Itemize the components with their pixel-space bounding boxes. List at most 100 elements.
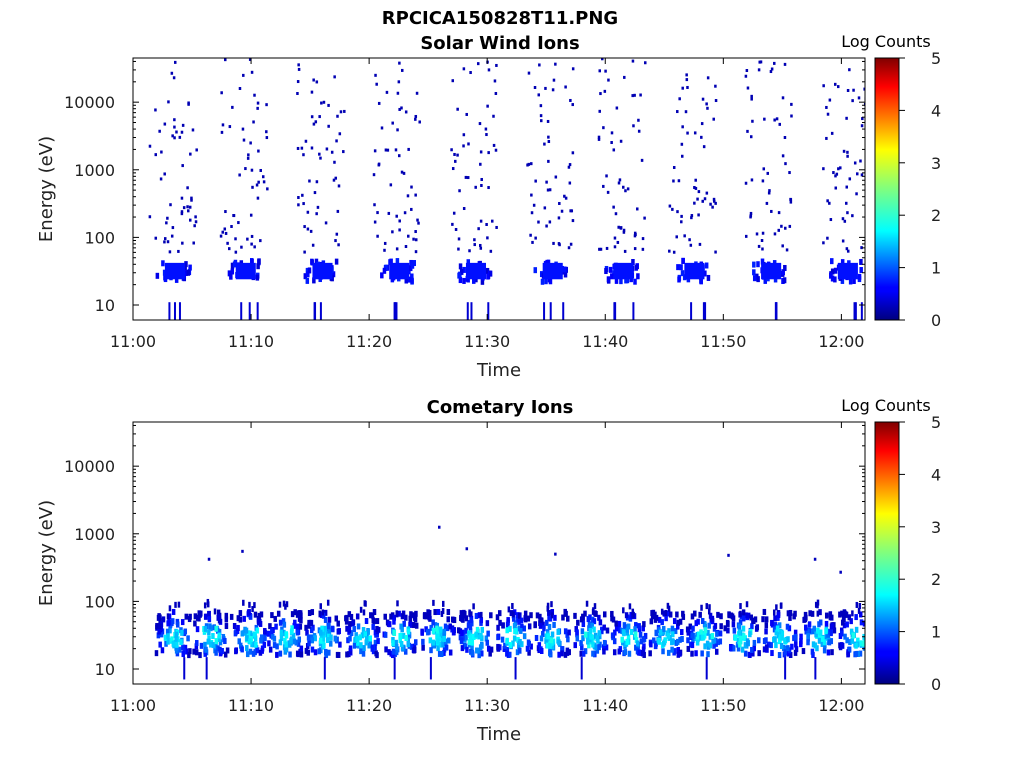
data-cell [391, 230, 394, 234]
data-cell [367, 642, 371, 649]
data-cell [649, 641, 653, 648]
data-cell [539, 635, 544, 642]
data-cell [312, 122, 316, 126]
data-cell [705, 603, 709, 610]
data-cell [334, 615, 339, 622]
data-cell [845, 185, 849, 189]
data-cell [249, 213, 253, 217]
data-cell [681, 86, 684, 90]
data-cell [207, 635, 211, 642]
data-cell [861, 117, 864, 121]
data-cell [433, 609, 437, 616]
colorbar-tick-label: 3 [931, 154, 941, 173]
data-cell [338, 132, 342, 136]
data-cell [224, 612, 229, 619]
data-cell [785, 623, 790, 630]
data-cell [786, 650, 791, 657]
data-cell [301, 193, 304, 197]
data-cell [330, 150, 334, 154]
data-cell [675, 623, 680, 630]
data-cell [746, 129, 749, 133]
data-cell [633, 234, 637, 238]
data-cell [183, 644, 188, 651]
data-cell [396, 600, 399, 607]
data-cell [373, 639, 378, 646]
data-cell [315, 80, 319, 84]
data-cell [799, 633, 803, 640]
data-cell [437, 634, 441, 641]
data-cell [285, 601, 289, 608]
data-cell [783, 264, 787, 271]
data-cell [855, 601, 859, 608]
data-cell [472, 603, 475, 610]
data-cell [310, 115, 314, 119]
data-cell [794, 646, 799, 653]
data-cell [172, 76, 176, 80]
data-cell [685, 626, 690, 633]
data-cell [194, 649, 199, 656]
data-cell [270, 628, 274, 635]
data-cell [769, 70, 773, 74]
data-cell [560, 646, 564, 653]
data-cell [806, 628, 810, 635]
data-cell [626, 634, 631, 641]
data-cell [868, 651, 872, 657]
data-cell [148, 215, 152, 219]
data-cell [179, 639, 183, 646]
data-cell [444, 644, 449, 651]
data-cell [843, 633, 847, 640]
data-cell [162, 269, 167, 276]
data-cell [171, 640, 176, 647]
data-cell [223, 651, 228, 658]
data-cell [187, 101, 190, 105]
data-cell [686, 131, 689, 135]
data-cell [158, 641, 162, 648]
data-cell [731, 621, 736, 628]
data-cell [470, 639, 475, 646]
data-cell [173, 118, 176, 122]
data-cell [856, 172, 859, 176]
sparse-point [241, 549, 244, 553]
data-cell [766, 641, 771, 648]
data-cell [688, 238, 691, 242]
data-cell [685, 73, 688, 77]
data-cell [594, 644, 598, 651]
data-cell [667, 628, 671, 635]
data-cell [406, 628, 411, 635]
data-cell [633, 278, 637, 285]
data-cell [690, 632, 695, 639]
data-cell [835, 172, 839, 176]
data-cell [410, 207, 413, 211]
data-cell [748, 652, 752, 659]
data-cell [168, 302, 171, 320]
data-cell [811, 651, 815, 658]
data-cell [777, 228, 780, 232]
data-cell [469, 71, 472, 75]
data-cell [773, 636, 777, 643]
data-cell [245, 651, 250, 658]
data-cell [542, 625, 546, 632]
data-cell [547, 276, 552, 283]
data-cell [477, 227, 480, 231]
data-cell [662, 610, 666, 617]
data-cell [214, 642, 218, 649]
data-cell [305, 629, 309, 636]
data-cell [373, 149, 377, 153]
data-cell [163, 634, 168, 641]
data-cell [321, 612, 326, 619]
data-cell [479, 246, 483, 250]
data-cell [475, 647, 479, 654]
data-cell [624, 612, 629, 619]
data-cell [275, 643, 279, 650]
data-cell [313, 191, 317, 195]
data-cell [690, 302, 693, 320]
data-cell [793, 637, 798, 644]
data-cell [789, 197, 792, 201]
data-cell [372, 173, 376, 177]
data-cell [822, 639, 827, 646]
data-cell [633, 631, 638, 638]
data-cell [770, 209, 773, 213]
data-cell [505, 621, 510, 628]
data-cell [248, 302, 251, 320]
data-cell [618, 627, 622, 634]
